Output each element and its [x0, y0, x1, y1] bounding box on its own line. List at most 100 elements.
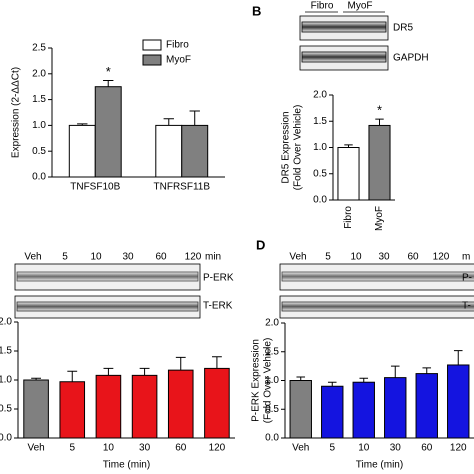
y-tick-label: 0.0 [0, 433, 12, 444]
bar [447, 364, 470, 439]
legend-swatch [142, 54, 162, 66]
bar [384, 377, 407, 439]
bar [204, 367, 230, 439]
error-bar [359, 377, 369, 383]
x-axis-label: Time (min) [356, 460, 403, 471]
y-tick-label: 0.0 [313, 195, 327, 206]
y-tick-label: 2.0 [313, 90, 327, 101]
y-axis-label: DR5 Expression [281, 111, 292, 183]
y-axis-label: (Fold Over Vehicle) [263, 338, 274, 424]
error-bar [103, 367, 114, 376]
y-tick-label: 1.0 [265, 375, 279, 386]
lane-label: 10 [350, 252, 362, 263]
y-axis-label: Expression (2-ΔΔCt) [11, 67, 22, 158]
lane-label: 60 [407, 252, 419, 263]
bar [68, 124, 96, 178]
error-bar [327, 381, 337, 387]
y-tick-label: 1.5 [265, 346, 279, 357]
x-tick-label: 60 [175, 443, 187, 454]
error-bar [31, 377, 42, 380]
panel-label: B [252, 3, 261, 18]
lane-label: 5 [325, 252, 331, 263]
lane-label: Veh [24, 252, 41, 263]
x-tick-label: 30 [139, 443, 151, 454]
x-tick-label: 10 [358, 443, 370, 454]
x-tick-label: 30 [390, 443, 402, 454]
annotation: * [377, 103, 382, 118]
panel-label: D [256, 237, 265, 252]
y-tick-label: 2.0 [0, 317, 12, 328]
y-tick-label: 0.5 [32, 146, 46, 157]
error-bar [139, 367, 150, 376]
lane-label: 60 [155, 252, 167, 263]
legend-label: MyoF [166, 55, 191, 66]
y-tick-label: 2.0 [32, 68, 46, 79]
error-bar [67, 370, 78, 382]
bar [368, 124, 391, 201]
row-label: GAPDH [393, 53, 429, 64]
lane-unit: min [205, 252, 221, 263]
error-bar [375, 118, 384, 126]
x-tick-label: TNFSF10B [70, 182, 120, 193]
x-tick-label: TNFRSF11B [154, 182, 211, 193]
lane-label: Veh [289, 252, 306, 263]
error-bar [390, 365, 400, 378]
lane-label: Fibro [311, 1, 334, 12]
row-label: T- [462, 301, 471, 312]
lane-label: 30 [122, 252, 134, 263]
y-axis-label: (Fold Over Vehicle) [293, 105, 304, 191]
y-tick-label: 1.5 [0, 346, 12, 357]
annotation: * [106, 64, 111, 79]
x-tick-label: 120 [450, 443, 467, 454]
x-tick-label: Fibro [343, 206, 354, 229]
error-bar [296, 376, 306, 381]
bar [181, 124, 209, 178]
error-bar [422, 367, 432, 374]
error-bar [77, 123, 88, 126]
lane-unit: m [462, 252, 470, 263]
legend-label: Fibro [166, 40, 189, 51]
x-tick-label: 10 [103, 443, 115, 454]
lane-label: MyoF [348, 1, 373, 12]
row-label: P- [462, 273, 472, 284]
bar [289, 380, 312, 439]
y-tick-label: 2.0 [265, 318, 279, 329]
lane-label: 5 [62, 252, 68, 263]
x-tick-label: 120 [209, 443, 226, 454]
bar [321, 385, 344, 439]
y-tick-label: 1.0 [0, 375, 12, 386]
error-bar [175, 356, 186, 371]
bar [23, 379, 49, 439]
y-tick-label: 1.0 [32, 120, 46, 131]
y-tick-label: 2.5 [32, 43, 46, 54]
y-axis-label: P-ERK Expression [251, 339, 262, 422]
y-tick-label: 0.5 [0, 404, 12, 415]
bar [131, 374, 158, 439]
row-label: DR5 [393, 23, 413, 34]
x-tick-label: 60 [421, 443, 433, 454]
y-tick-label: 1.0 [313, 142, 327, 153]
blots [14, 11, 474, 319]
bar [95, 374, 122, 439]
x-tick-label: 5 [329, 443, 335, 454]
error-bar [453, 350, 463, 365]
bar [167, 369, 194, 439]
bar [59, 381, 86, 439]
error-bar [163, 118, 174, 126]
bar [415, 373, 438, 439]
y-tick-label: 0.0 [32, 172, 46, 183]
legend-swatch [142, 39, 162, 51]
lane-label: 10 [90, 252, 102, 263]
x-tick-label: Veh [292, 443, 309, 454]
bar [337, 147, 360, 201]
x-axis-label: Time (min) [103, 460, 150, 471]
x-tick-label: Veh [27, 443, 44, 454]
lane-label: 120 [433, 252, 450, 263]
lane-label: 30 [378, 252, 390, 263]
bar [155, 124, 183, 178]
y-tick-label: 1.5 [32, 94, 46, 105]
error-bar [189, 110, 200, 126]
y-tick-label: 0.5 [313, 168, 327, 179]
